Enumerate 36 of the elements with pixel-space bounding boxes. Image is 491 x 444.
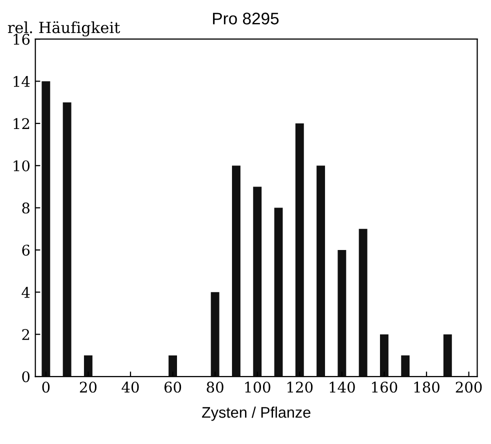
bar bbox=[316, 166, 326, 377]
y-tick-label: 0 bbox=[22, 371, 30, 382]
bar bbox=[380, 334, 388, 377]
x-tick-label: 0 bbox=[42, 382, 50, 393]
bar bbox=[338, 250, 346, 377]
x-tick-label: 20 bbox=[80, 382, 97, 393]
x-tick-label: 140 bbox=[330, 382, 355, 393]
x-tick-label: 120 bbox=[288, 382, 313, 393]
bar bbox=[443, 334, 452, 377]
bar bbox=[274, 208, 283, 377]
bar bbox=[358, 228, 368, 377]
y-tick-label: 4 bbox=[22, 286, 30, 298]
x-tick-label: 60 bbox=[164, 382, 182, 393]
x-tick-label: 180 bbox=[414, 382, 440, 393]
y-tick-label: 6 bbox=[22, 244, 30, 256]
x-tick-label: 100 bbox=[245, 382, 270, 393]
x-tick-label: 80 bbox=[206, 382, 224, 393]
y-tick-label: 14 bbox=[14, 76, 30, 87]
x-tick-label: 160 bbox=[372, 382, 398, 393]
y-tick-label: 10 bbox=[14, 160, 30, 172]
bar bbox=[42, 81, 50, 377]
x-axis-title: Zysten / Pflanze bbox=[202, 406, 310, 421]
bar bbox=[168, 355, 178, 377]
bar bbox=[84, 355, 92, 377]
y-tick-label: 2 bbox=[22, 329, 30, 340]
x-tick-label: 200 bbox=[456, 382, 482, 393]
bar bbox=[401, 355, 410, 377]
bar bbox=[62, 102, 72, 377]
bar bbox=[232, 166, 240, 377]
y-tick-label: 12 bbox=[14, 118, 30, 129]
chart-title: Pro 8295 bbox=[213, 12, 279, 24]
x-tick-label: 40 bbox=[122, 382, 139, 393]
bar bbox=[210, 292, 220, 377]
bar bbox=[295, 123, 304, 377]
y-tick-label: 8 bbox=[22, 202, 30, 214]
bar bbox=[253, 186, 262, 377]
